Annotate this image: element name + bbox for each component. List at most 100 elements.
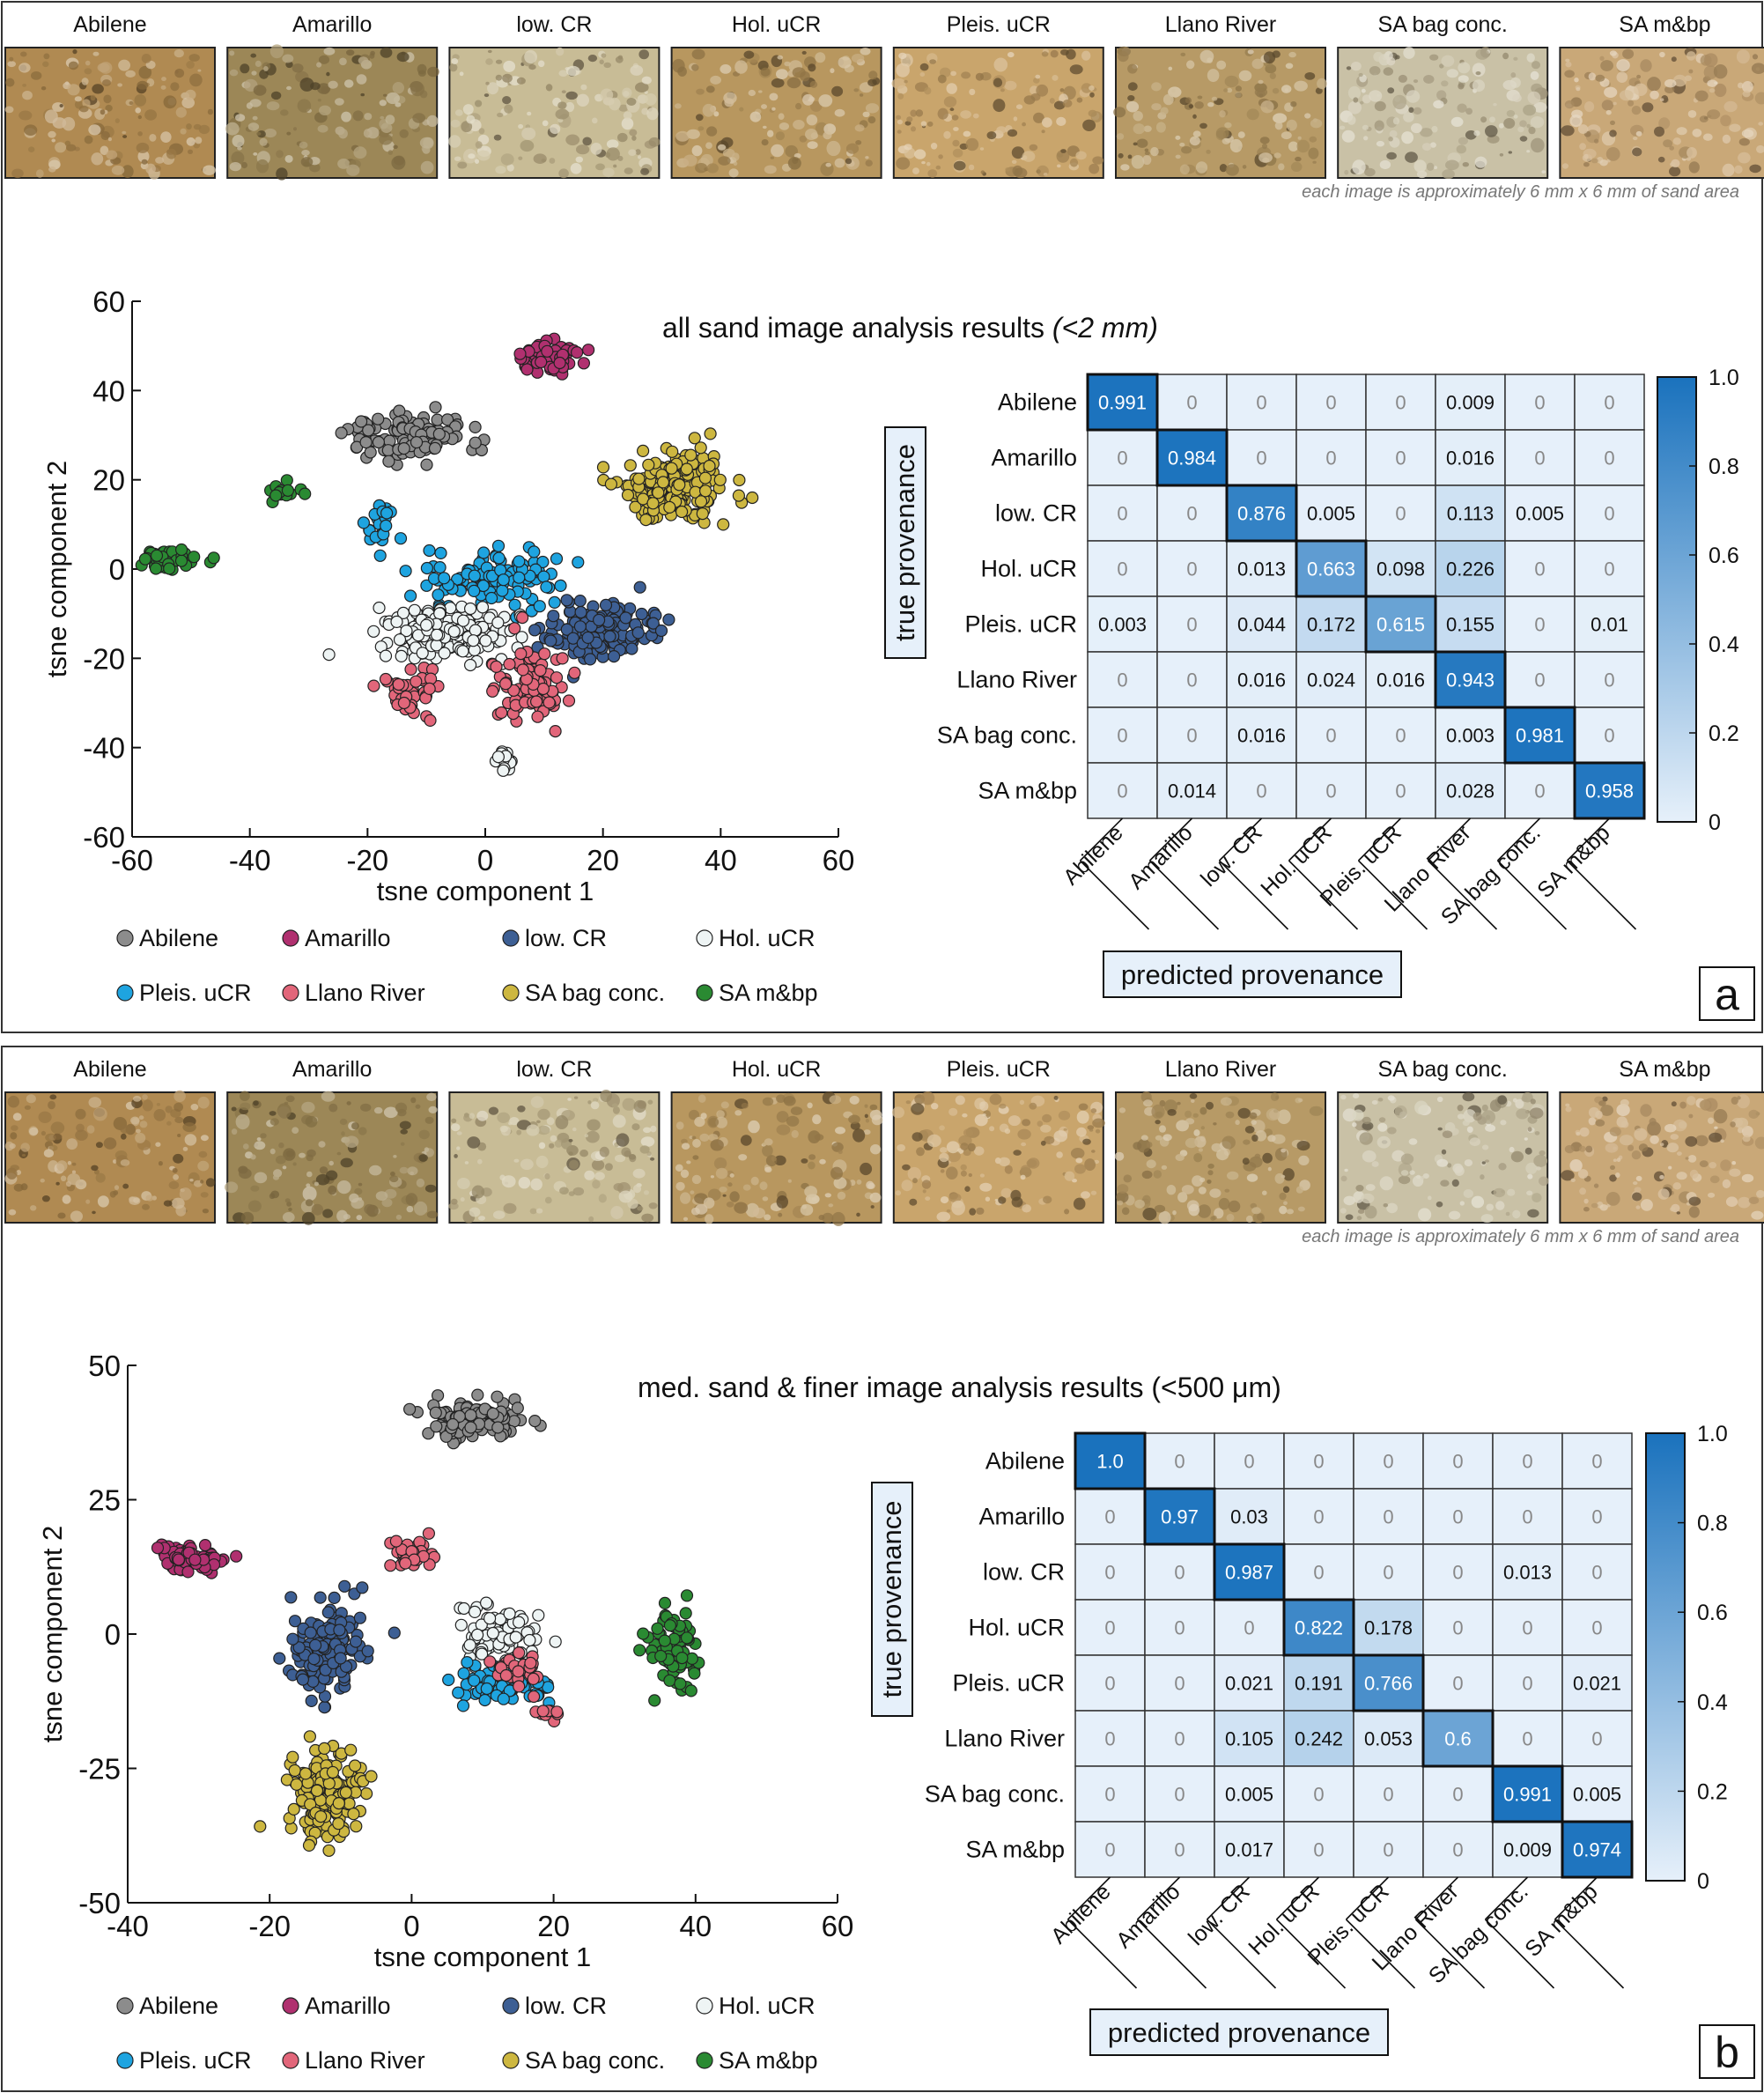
point-hol-ucr (431, 628, 444, 641)
point-sa-mandbp (648, 1694, 661, 1707)
sand-grain (911, 126, 916, 132)
sand-grain (185, 89, 196, 100)
sand-grain (1267, 1166, 1272, 1172)
point-sa-bag-conc (288, 1764, 301, 1778)
sand-grain (640, 1136, 655, 1147)
sand-grain (475, 100, 483, 107)
sand-grain (341, 1131, 345, 1136)
sand-grain (1529, 1107, 1544, 1119)
sand-grain (750, 1176, 759, 1186)
sand-grain (555, 1115, 569, 1129)
point-sa-mandbp (163, 562, 176, 575)
colorbar-tick-label: 0.8 (1697, 1512, 1728, 1536)
sand-grain (1081, 1191, 1090, 1199)
sand-grain (808, 1154, 816, 1160)
point-sa-mandbp (174, 554, 188, 567)
sand-grain (938, 154, 943, 159)
point-hol-ucr (420, 618, 433, 632)
sand-grain (1742, 81, 1753, 93)
sand-grain (1640, 59, 1652, 72)
sand-grain (930, 143, 938, 150)
point-pleis-ucr (433, 560, 447, 574)
sand-grain (1207, 1170, 1214, 1176)
point-hol-ucr (416, 647, 429, 660)
sand-grain (318, 55, 330, 64)
sand-grain (549, 158, 556, 164)
sand-grains-abilene (4, 48, 216, 180)
sand-grain (1481, 1144, 1489, 1150)
sand-grain (513, 1158, 520, 1163)
sand-grain (1362, 1116, 1371, 1125)
sand-grain (623, 111, 632, 120)
sand-grain (1709, 88, 1716, 93)
sand-grain (504, 104, 513, 114)
sand-grain (1155, 1120, 1161, 1125)
point-pleis-ucr (480, 1682, 493, 1696)
sand-grain (778, 1212, 783, 1217)
cm-row-label-pleis-ucr: Pleis. uCR (952, 1670, 1065, 1697)
sand-grain (1631, 1150, 1642, 1160)
point-sa-mandbp (679, 1607, 692, 1620)
sand-grain (1361, 88, 1366, 93)
sand-grain (1374, 101, 1386, 112)
sand-grain (1720, 1159, 1731, 1172)
sand-grain (100, 130, 110, 141)
sand-grain (166, 1120, 172, 1126)
sand-grain (1437, 1127, 1443, 1131)
sand-grain (1445, 159, 1459, 171)
sand-grain (1634, 83, 1648, 97)
sand-grain (286, 131, 292, 136)
x-tick-label: 20 (537, 1910, 570, 1942)
sand-grain (904, 144, 912, 151)
y-tick-label: -50 (78, 1887, 121, 1919)
point-low-cr (349, 1635, 363, 1648)
legend-label-hol-ucr: Hol. uCR (719, 1993, 816, 2019)
photo-label-sa-mandbp: SA m&bp (1619, 12, 1710, 37)
point-sa-mandbp (188, 551, 201, 564)
sand-grain (632, 1168, 646, 1179)
sand-grain (1127, 63, 1138, 74)
sand-grain (690, 1190, 695, 1194)
sand-grain (787, 157, 801, 170)
sand-grain (812, 1114, 822, 1125)
sand-grain (1362, 124, 1369, 130)
point-hol-ucr (486, 1626, 499, 1640)
point-hol-ucr (497, 764, 510, 777)
cm-value: 0 (1256, 447, 1266, 470)
point-llano-river (379, 672, 393, 686)
point-pleis-ucr (373, 549, 387, 562)
sand-grain (4, 106, 14, 114)
point-low-cr (603, 630, 616, 643)
sand-grain (829, 1095, 842, 1105)
sand-grain (891, 78, 906, 89)
sand-grain (1583, 1207, 1590, 1212)
sand-grain (1647, 77, 1661, 92)
sand-grain (346, 1101, 351, 1106)
sand-grain (1462, 1092, 1475, 1102)
sand-grain (1199, 1177, 1206, 1183)
sand-grain (1197, 1204, 1211, 1218)
sand-grain (1409, 1170, 1415, 1175)
sand-grain (456, 1131, 462, 1135)
sand-grain (35, 169, 44, 178)
point-hol-ucr (549, 1635, 562, 1648)
sand-grain (137, 150, 150, 163)
sand-grain (624, 167, 633, 174)
sand-grain (1340, 1175, 1347, 1182)
sand-grain (280, 109, 289, 116)
sand-grain (488, 1106, 499, 1115)
sand-grain (1609, 1127, 1621, 1136)
sand-grain (188, 54, 200, 62)
cm-value: 0.991 (1098, 392, 1147, 414)
sand-grain (869, 1104, 878, 1111)
x-tick-label: 0 (403, 1910, 419, 1942)
sand-grain (1363, 136, 1369, 141)
sand-grain (1640, 1104, 1652, 1117)
cm-value: 0.191 (1295, 1673, 1343, 1695)
sand-grain (771, 144, 785, 158)
point-sa-mandbp (651, 1622, 664, 1635)
sand-grain (1283, 1201, 1288, 1206)
y-axis-label: tsne component 2 (37, 1526, 68, 1742)
sand-grain (830, 68, 835, 74)
sand-grain (250, 53, 257, 58)
